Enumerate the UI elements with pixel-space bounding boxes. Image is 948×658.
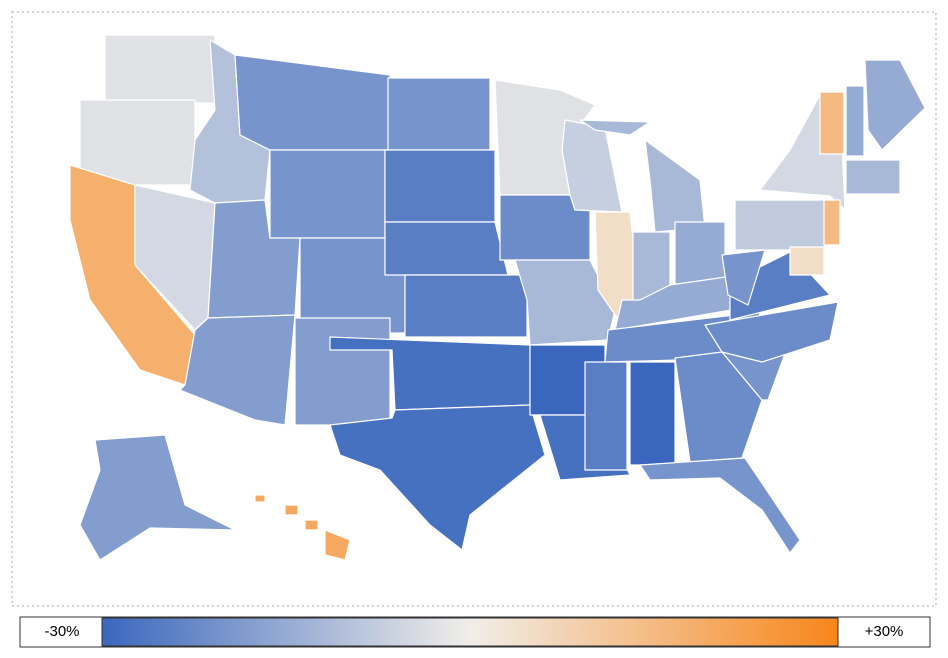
state <box>284 504 299 516</box>
legend-min-label: -30% <box>44 623 79 640</box>
state <box>561 119 623 213</box>
state <box>234 54 391 151</box>
states <box>69 34 926 561</box>
state <box>384 149 496 223</box>
state <box>629 361 676 466</box>
state <box>254 494 266 503</box>
state <box>79 434 236 561</box>
state <box>674 221 726 285</box>
state <box>384 221 509 276</box>
state <box>704 301 839 363</box>
state <box>179 314 296 426</box>
state <box>734 199 826 251</box>
state <box>579 119 651 136</box>
state <box>864 59 926 151</box>
state <box>324 529 351 561</box>
state <box>584 361 628 471</box>
legend-gradient <box>101 617 839 647</box>
state <box>387 77 491 151</box>
state <box>845 159 901 195</box>
state <box>823 199 841 246</box>
state <box>819 91 845 155</box>
state <box>789 246 825 276</box>
state <box>404 274 528 338</box>
state <box>294 317 391 426</box>
state <box>304 519 319 531</box>
legend-max-label: +30% <box>865 623 904 640</box>
state <box>329 404 546 551</box>
state <box>674 351 763 463</box>
state <box>845 85 865 157</box>
state <box>79 99 196 186</box>
state <box>721 249 766 306</box>
state <box>644 139 706 233</box>
state <box>639 457 801 554</box>
state <box>269 149 386 239</box>
state <box>104 34 216 104</box>
map-frame <box>11 11 937 607</box>
